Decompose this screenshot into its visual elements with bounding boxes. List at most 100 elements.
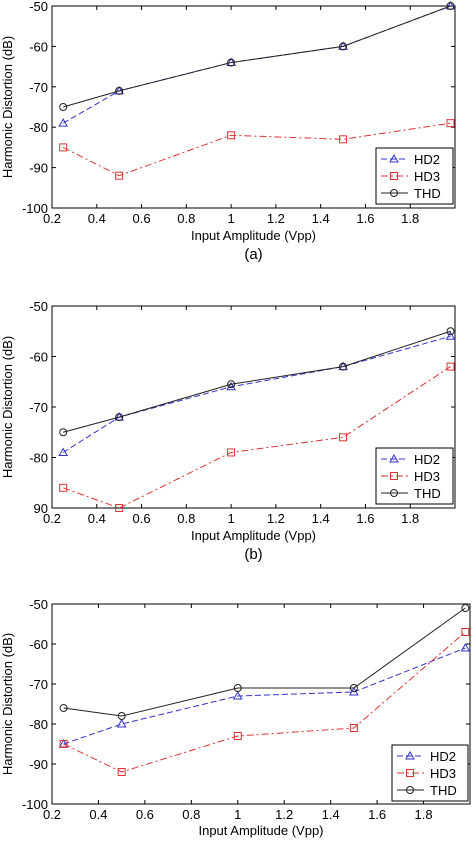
legend-marker-thd [406,786,414,794]
series-line-hd2 [63,647,466,745]
legend-label-thd: THD [414,186,441,201]
data-point-hd2 [58,118,69,127]
x-tick-label: 0.2 [43,211,61,226]
x-tick-label: 1.4 [312,511,330,526]
data-point-hd3 [233,732,242,740]
data-point-hd2 [232,690,243,700]
data-point-thd [339,362,348,371]
y-tick-label: -60 [29,350,48,365]
series-line-thd [63,607,466,717]
x-tick-label: 0.4 [88,211,106,226]
legend-label-hd3: HD3 [430,766,456,781]
data-point-thd [117,712,126,720]
legend-label-thd: THD [414,486,441,501]
legend-marker-thd [390,489,398,497]
y-axis-label: Harmonic Distortion (dB) [0,336,15,478]
data-point-hd2 [116,718,127,728]
chart-panel-3: 0.2 0.4 0.6 0.8 1 1.2 1.4 1.6 1.8 -100 -90 -80 -70 -6… [0,597,471,838]
data-point-thd [227,380,236,389]
legend-label-hd2: HD2 [414,452,440,467]
x-tick-label: 1.4 [312,211,330,226]
series-line-hd3 [62,122,451,177]
x-tick-label: 0.8 [177,511,195,526]
data-point-thd [461,604,470,612]
x-tick-label: 1.2 [267,511,285,526]
legend-label-hd2: HD2 [414,152,440,167]
x-tick-label: 1.6 [368,807,386,822]
legend-marker-hd3 [390,172,398,180]
x-tick-label: 0.4 [89,807,107,822]
y-tick-label: -70 [29,400,48,415]
data-point-hd2 [349,686,359,696]
data-point-hd3 [59,740,68,748]
y-tick-label: -90 [29,757,48,772]
data-point-hd3 [339,135,348,144]
data-point-thd [59,704,68,712]
x-tick-label: 1.8 [401,211,419,226]
x-tick-label: 0.6 [133,211,151,226]
x-tick-label: 0.4 [88,511,106,526]
x-tick-label: 1 [234,807,241,822]
legend-marker-thd [390,189,398,197]
plot-frame [51,5,456,209]
data-point-hd3 [115,171,124,180]
y-tick-label: 90 [34,501,48,516]
data-point-hd3 [446,362,455,371]
data-point-hd3 [461,628,470,636]
legend-marker-hd2 [389,153,399,163]
data-point-hd3 [115,504,124,512]
legend-label-hd3: HD3 [414,169,440,184]
data-point-thd [227,58,236,67]
legend-marker-hd2 [389,453,399,463]
series-line-hd3 [63,631,466,773]
y-tick-label: -60 [29,39,48,54]
x-tick-label: 1.4 [322,807,340,822]
x-tick-label: 0.6 [136,807,154,822]
x-tick-label: 0.2 [43,807,61,822]
x-axis-label: Input Amplitude (Vpp) [191,228,316,243]
y-axis-label: Harmonic Distortion (dB) [0,36,15,178]
figure-caption: (a) [244,246,262,263]
data-point-thd [349,684,358,692]
data-point-hd2 [226,381,236,391]
legend-box [375,147,454,205]
x-tick-label: 1 [227,511,234,526]
legend: HD2 HD3 THD [391,744,469,802]
figure-caption: (b) [244,546,262,563]
data-point-hd2 [445,331,456,340]
y-tick-label: -100 [22,201,48,216]
data-point-hd2 [460,642,471,652]
data-point-hd3 [59,483,68,492]
y-tick-label: -50 [29,597,48,612]
y-tick-label: -70 [29,677,48,692]
y-tick-label: -60 [29,637,48,652]
data-point-thd [233,684,242,692]
x-tick-label: 0.2 [43,511,61,526]
data-point-hd3 [59,143,68,152]
x-axis-label: Input Amplitude (Vpp) [191,528,316,543]
legend-label-thd: THD [430,783,457,798]
y-tick-label: -80 [29,120,48,135]
legend-label-hd2: HD2 [430,749,456,764]
series-line-hd3 [63,366,451,509]
x-tick-label: 0.8 [177,211,195,226]
x-tick-label: 0.6 [133,511,151,526]
data-point-hd3 [446,119,455,128]
y-tick-label: -50 [29,299,48,314]
x-axis-label: Input Amplitude (Vpp) [198,823,323,838]
series-line-thd [63,5,451,108]
data-point-thd [115,413,124,422]
x-tick-label: 1.2 [267,211,285,226]
plot-frame [51,603,471,805]
x-tick-label: 0.8 [182,807,200,822]
data-point-thd [446,327,455,336]
legend-marker-hd2 [405,750,415,760]
y-tick-label: -90 [29,161,48,176]
data-point-hd3 [339,433,348,442]
y-tick-label: -80 [29,717,48,732]
x-tick-label: 1.8 [415,807,433,822]
legend-box [375,447,454,505]
data-point-thd [446,2,455,10]
x-tick-label: 1.2 [275,807,293,822]
